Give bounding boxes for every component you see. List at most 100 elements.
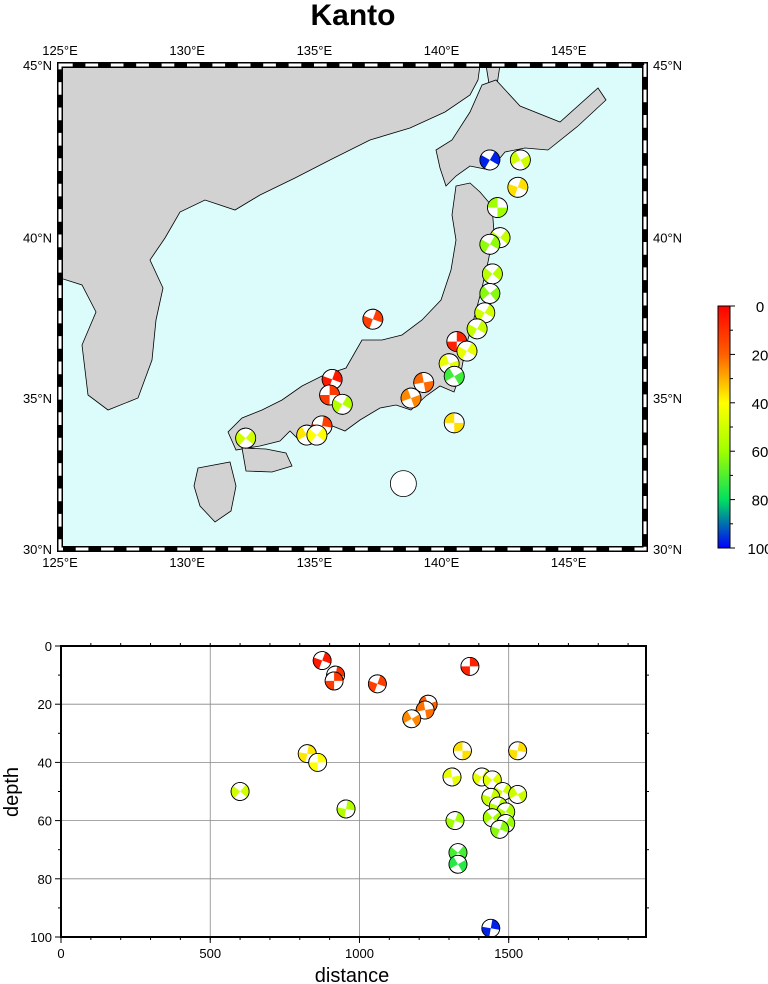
section-focal-mechanisms — [230, 651, 528, 938]
map-panel: 125°E 125°E 130°E 130°E 135°E 135°E 140°E 140°E… — [23, 43, 682, 570]
compressional-quadrant — [401, 388, 421, 408]
compressional-quadrant — [481, 919, 500, 938]
compressional-quadrant — [508, 786, 527, 803]
compressional-quadrant — [483, 772, 502, 787]
focal-mechanism — [481, 263, 503, 285]
beachball-rim — [306, 424, 328, 446]
lon-tick-label-top: 130°E — [169, 43, 205, 58]
beachball-rim — [453, 741, 472, 761]
focal-mechanism — [308, 753, 328, 772]
lon-tick-label-bottom: 145°E — [551, 555, 587, 570]
focal-mechanism — [443, 412, 465, 434]
lon-tick-label-bottom: 140°E — [424, 555, 460, 570]
beachball-rim — [507, 176, 529, 198]
compressional-quadrant — [362, 309, 383, 329]
focal-mechanism — [402, 709, 422, 729]
lat-tick-label-right: 35°N — [653, 391, 682, 406]
beachball-rim — [443, 365, 465, 387]
beachball-rim — [367, 674, 387, 694]
compressional-quadrant — [235, 430, 256, 446]
y-tick-label: 80 — [38, 872, 52, 887]
compressional-quadrant — [474, 304, 495, 322]
compressional-quadrant — [416, 701, 435, 719]
beachball-rim — [324, 671, 344, 691]
focal-mechanism — [509, 149, 531, 171]
beachball-rim — [400, 387, 422, 409]
focal-mechanism — [479, 283, 501, 304]
compressional-quadrant — [479, 285, 500, 302]
colorbar-tick-label: 60 — [752, 444, 768, 461]
focal-mechanism — [508, 741, 528, 761]
focal-mechanism — [400, 387, 422, 409]
focal-mechanism — [389, 470, 417, 498]
compressional-quadrant — [479, 151, 500, 169]
focal-mechanism — [324, 671, 344, 691]
focal-mechanism — [443, 365, 465, 387]
depth-colorbar: 0 20 40 60 80 100 — [717, 299, 768, 558]
beachball-outline — [389, 470, 417, 498]
focal-mechanism — [442, 767, 462, 787]
focal-mechanism — [460, 656, 480, 676]
lon-tick-label-top: 135°E — [297, 43, 333, 58]
lat-tick-label-left: 45°N — [23, 58, 52, 73]
lat-tick-label-right: 40°N — [653, 231, 682, 246]
land-kyushu — [193, 461, 237, 523]
focal-mechanism — [367, 674, 387, 694]
beachball-rim — [487, 197, 508, 218]
focal-mechanism — [448, 854, 468, 874]
beachball-rim — [508, 741, 528, 761]
focal-mechanism — [230, 782, 250, 801]
x-tick-label: 500 — [199, 946, 221, 961]
focal-mechanism — [445, 811, 465, 830]
compressional-quadrant — [507, 177, 528, 197]
lon-tick-label-top: 140°E — [424, 43, 460, 58]
map-frame — [57, 62, 648, 552]
compressional-quadrant — [298, 744, 317, 763]
beachball-rim — [442, 767, 462, 787]
compressional-quadrant — [448, 856, 467, 873]
beachball-rim — [362, 308, 384, 330]
x-tick-label: 0 — [57, 946, 64, 961]
compressional-quadrant — [508, 741, 527, 760]
compressional-quadrant — [313, 652, 332, 670]
compressional-quadrant — [446, 812, 464, 830]
focal-mechanism — [362, 308, 384, 330]
beachball-rim — [509, 149, 531, 171]
beachball-rim — [235, 427, 257, 449]
compressional-quadrant — [231, 784, 250, 799]
beachball-rim — [312, 651, 332, 670]
compressional-quadrant — [460, 657, 479, 676]
focal-mechanism — [415, 700, 435, 720]
lon-tick-label-top: 125°E — [42, 43, 78, 58]
colorbar-tick-label: 80 — [752, 493, 768, 510]
x-tick-label: 1500 — [494, 946, 523, 961]
colorbar-tick-label: 0 — [756, 299, 764, 316]
y-tick-label: 60 — [38, 814, 52, 829]
beachball-rim — [443, 412, 465, 434]
focal-mechanism — [312, 651, 332, 670]
focal-mechanism — [466, 318, 488, 340]
focal-mechanism — [235, 427, 257, 449]
compressional-quadrant — [490, 820, 509, 838]
beachball-rim — [479, 233, 501, 255]
y-tick-label: 40 — [38, 755, 52, 770]
beachball-rim — [460, 656, 480, 676]
focal-mechanism — [474, 302, 496, 324]
lat-tick-label-right: 30°N — [653, 542, 682, 557]
map-axis-labels: 125°E 125°E 130°E 130°E 135°E 135°E 140°E 140°E… — [23, 43, 682, 570]
section-ylabel: depth — [1, 767, 23, 817]
section-xlabel: distance — [315, 965, 390, 984]
beachball-rim — [230, 782, 250, 801]
compressional-quadrant — [510, 151, 531, 169]
land-hokkaido — [435, 79, 607, 187]
compressional-quadrant — [319, 384, 340, 405]
compressional-quadrant — [487, 197, 508, 218]
focal-mechanism — [336, 799, 356, 819]
colorbar-tick-label: 20 — [752, 347, 768, 364]
lat-tick-label-left: 40°N — [23, 231, 52, 246]
compressional-quadrant — [337, 800, 356, 818]
compressional-quadrant — [332, 395, 353, 413]
beachball-rim — [336, 799, 356, 819]
colorbar-ticks: 0 20 40 60 80 100 — [730, 299, 768, 558]
